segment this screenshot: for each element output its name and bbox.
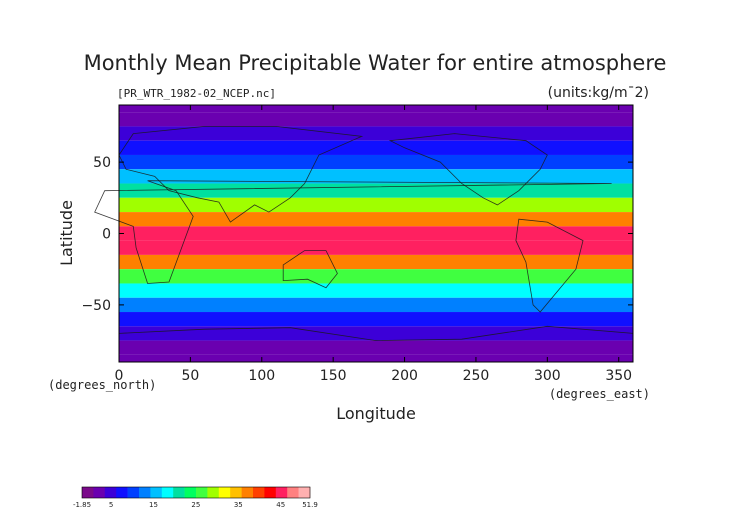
outline-africa	[94, 180, 612, 284]
y-tick-label: 0	[102, 227, 111, 243]
band-lat--90	[119, 354, 633, 362]
band-lat-40	[119, 169, 633, 184]
band-lat--70	[119, 326, 633, 341]
y-axis-label: Latitude	[57, 200, 76, 266]
outline-north-america	[388, 133, 548, 206]
x-tick-label: 200	[391, 368, 418, 384]
colorbar-swatch	[161, 487, 174, 498]
colorbar-swatch	[230, 487, 242, 498]
colorbar-swatch	[150, 487, 163, 498]
colorbar-swatch	[173, 487, 185, 498]
band-lat-10	[119, 212, 633, 227]
colorbar-tick-label: 35	[234, 501, 243, 509]
colorbar-swatch	[298, 487, 311, 498]
colorbar-tick-label: 45	[276, 501, 285, 509]
colorbar-swatch	[184, 487, 197, 498]
band-lat--60	[119, 312, 633, 327]
source-label: [PR_WTR_1982-02_NCEP.nc]	[117, 87, 276, 100]
colorbar-swatch	[218, 487, 231, 498]
band-lat-30	[119, 183, 633, 198]
colorbar-swatch	[287, 487, 299, 498]
y-tick-label: −50	[81, 298, 111, 314]
x-tick-label: 100	[248, 368, 275, 384]
units-label: (units:kg/m¯2)	[548, 85, 649, 101]
x-tick-label: 50	[181, 368, 199, 384]
outline-south-america	[515, 218, 584, 313]
colorbar-tick-label: 15	[149, 501, 158, 509]
colorbar-swatch	[139, 487, 151, 498]
x-tick-label: 350	[605, 368, 632, 384]
colorbar-tick-label: 51.9	[302, 501, 318, 509]
outline-eurasia	[118, 126, 364, 223]
band-lat-90	[119, 105, 633, 113]
zonal-bands	[119, 105, 633, 362]
continent-outlines	[94, 126, 634, 363]
colorbar-tick-label: 25	[191, 501, 200, 509]
colorbar-swatch	[93, 487, 106, 498]
x-unit-label: (degrees_east)	[549, 387, 650, 401]
chart-title: Monthly Mean Precipitable Water for enti…	[84, 51, 667, 75]
y-unit-label: (degrees_north)	[48, 378, 156, 392]
band-lat--80	[119, 340, 633, 355]
colorbar-frame	[81, 486, 311, 499]
colorbar-swatch	[104, 487, 117, 498]
band-lat-20	[119, 197, 633, 213]
colorbar	[81, 486, 311, 499]
colorbar-tick-label: 5	[109, 501, 113, 509]
x-tick-label: 0	[115, 368, 124, 384]
x-tick-label: 250	[463, 368, 490, 384]
band-lat-80	[119, 112, 633, 127]
x-axis-ticks: 0 50 100 150 200 250 300 350	[115, 105, 632, 384]
y-axis-ticks: −50 0 50	[81, 155, 633, 314]
colorbar-swatch	[82, 487, 94, 498]
colorbar-swatch	[264, 487, 277, 498]
band-lat--10	[119, 240, 633, 255]
outline-australia	[282, 250, 338, 289]
x-tick-label: 150	[320, 368, 347, 384]
band-lat-70	[119, 126, 633, 141]
colorbar-swatch	[241, 487, 254, 498]
x-axis-label: Longitude	[336, 404, 416, 423]
band-lat--20	[119, 254, 633, 270]
band-lat-50	[119, 154, 633, 170]
band-lat-60	[119, 140, 633, 155]
colorbar-tick-label: -1.85	[73, 501, 91, 509]
colorbar-swatch	[275, 487, 288, 498]
band-lat-0	[119, 226, 633, 241]
colorbar-swatch	[116, 487, 128, 498]
band-lat--40	[119, 283, 633, 298]
colorbar-swatch	[253, 487, 265, 498]
band-lat--50	[119, 297, 633, 313]
band-lat--30	[119, 269, 633, 284]
y-tick-label: 50	[93, 155, 111, 171]
colorbar-swatch	[196, 487, 208, 498]
x-tick-label: 300	[534, 368, 561, 384]
colorbar-swatch	[127, 487, 140, 498]
colorbar-labels: -1.85 5 15 25 35 45 51.9	[73, 501, 318, 509]
colorbar-swatch	[207, 487, 220, 498]
